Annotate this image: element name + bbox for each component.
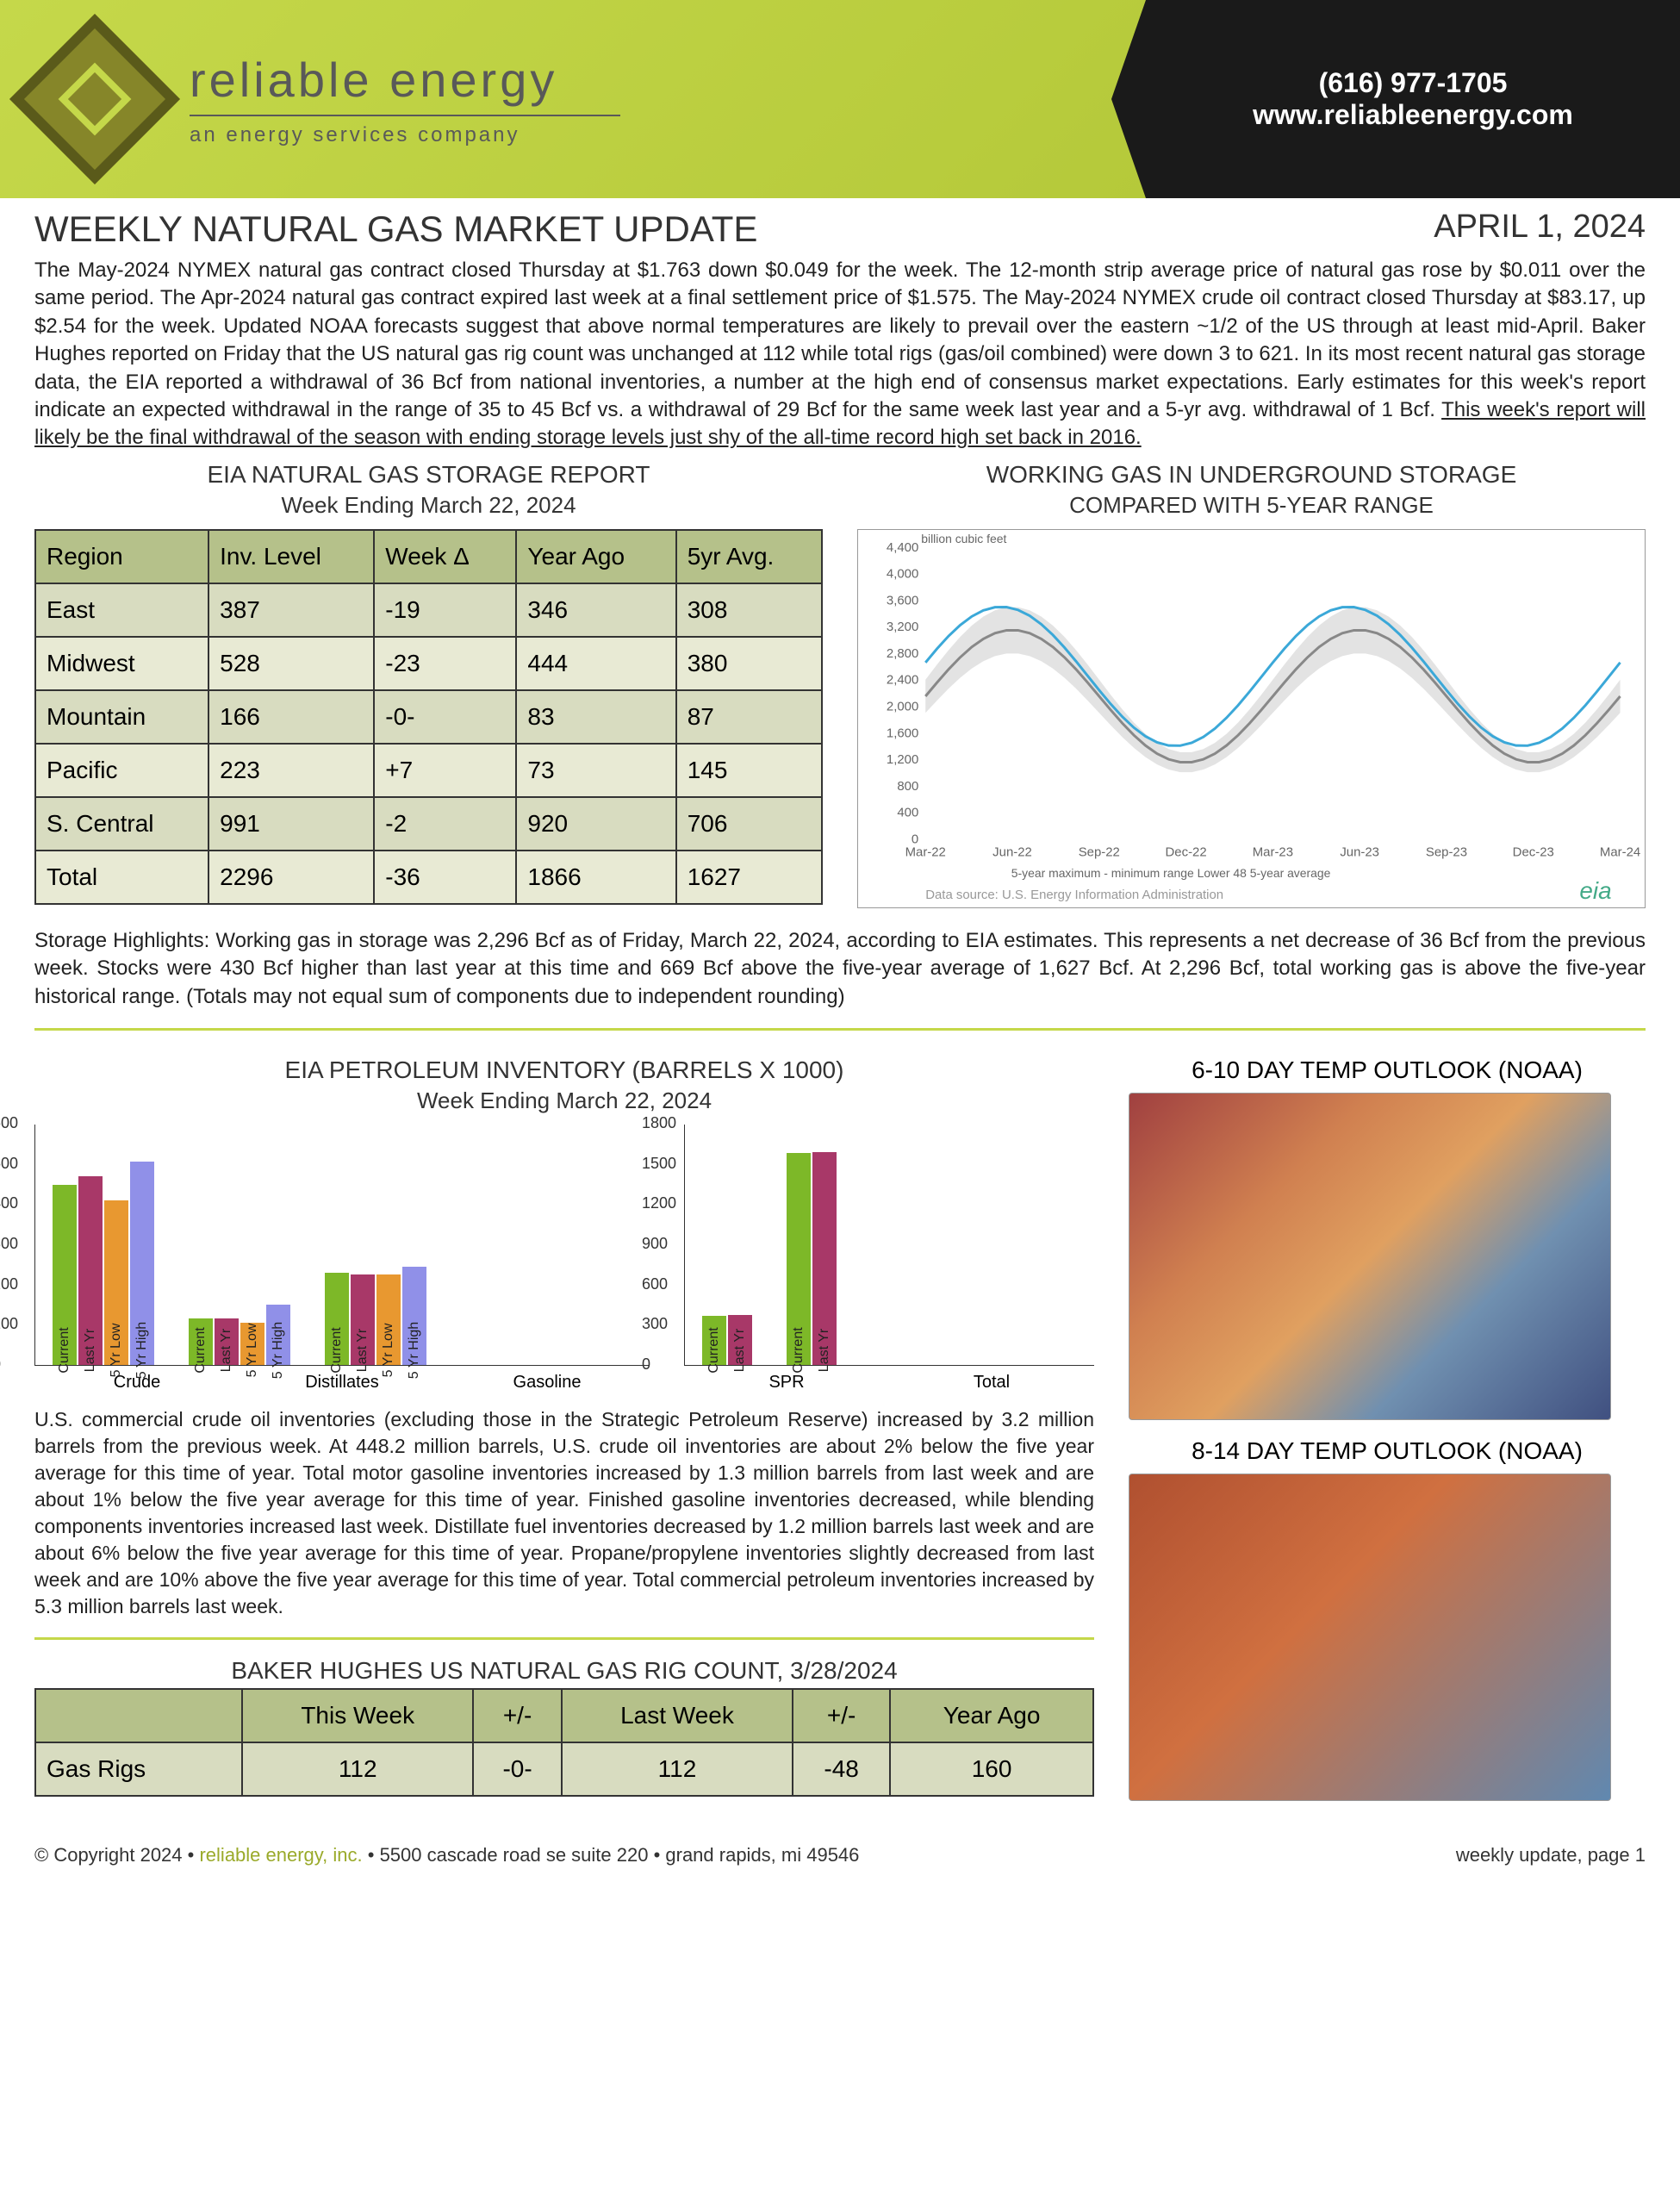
- phone: (616) 977-1705: [1319, 67, 1508, 99]
- storage-chart-title: WORKING GAS IN UNDERGROUND STORAGE: [857, 461, 1646, 489]
- temp-map-2: [1129, 1474, 1611, 1801]
- storage-chart-subtitle: COMPARED WITH 5-YEAR RANGE: [857, 492, 1646, 519]
- svg-text:5-year maximum - minimum range: 5-year maximum - minimum range Lower 48 …: [1011, 866, 1331, 880]
- svg-text:Mar-22: Mar-22: [905, 844, 946, 859]
- website: www.reliableenergy.com: [1253, 99, 1573, 131]
- svg-text:Jun-22: Jun-22: [992, 844, 1032, 859]
- petroleum-chart-right: 0300600900120015001800CurrentLast YrCurr…: [684, 1125, 1094, 1366]
- rig-table: This Week+/-Last Week+/-Year AgoGas Rigs…: [34, 1688, 1094, 1797]
- svg-text:2,400: 2,400: [887, 672, 918, 687]
- brand-tagline: an energy services company: [190, 123, 620, 147]
- storage-table-panel: EIA NATURAL GAS STORAGE REPORT Week Endi…: [34, 461, 823, 908]
- temp-title-1: 6-10 DAY TEMP OUTLOOK (NOAA): [1129, 1056, 1646, 1084]
- svg-text:eia: eia: [1579, 877, 1611, 904]
- svg-text:2,000: 2,000: [887, 699, 918, 714]
- summary-text: The May-2024 NYMEX natural gas contract …: [34, 259, 1646, 421]
- petroleum-text: U.S. commercial crude oil inventories (e…: [34, 1408, 1094, 1617]
- storage-highlights: Storage Highlights: Working gas in stora…: [34, 929, 1646, 1008]
- storage-subtitle: Week Ending March 22, 2024: [34, 492, 823, 519]
- storage-title: EIA NATURAL GAS STORAGE REPORT: [34, 461, 823, 489]
- petroleum-panel: EIA PETROLEUM INVENTORY (BARRELS X 1000)…: [34, 1056, 1094, 1818]
- svg-text:3,600: 3,600: [887, 593, 918, 608]
- svg-text:400: 400: [897, 805, 918, 819]
- svg-text:Data source: U.S. Energy Info: Data source: U.S. Energy Information Adm…: [925, 888, 1223, 902]
- rig-title: BAKER HUGHES US NATURAL GAS RIG COUNT, 3…: [34, 1657, 1094, 1685]
- storage-table: RegionInv. LevelWeek ΔYear Ago5yr Avg.Ea…: [34, 529, 823, 905]
- temp-title-2: 8-14 DAY TEMP OUTLOOK (NOAA): [1129, 1437, 1646, 1465]
- svg-text:billion cubic feet: billion cubic feet: [921, 532, 1006, 545]
- svg-text:Sep-22: Sep-22: [1079, 844, 1120, 859]
- temp-outlook-panel: 6-10 DAY TEMP OUTLOOK (NOAA) 8-14 DAY TE…: [1129, 1056, 1646, 1818]
- storage-chart: 04008001,2001,6002,0002,4002,8003,2003,6…: [857, 529, 1646, 908]
- svg-text:Mar-24: Mar-24: [1600, 844, 1640, 859]
- petroleum-title: EIA PETROLEUM INVENTORY (BARRELS X 1000): [34, 1056, 1094, 1084]
- footer: © Copyright 2024 • reliable energy, inc.…: [0, 1827, 1680, 1884]
- svg-text:Sep-23: Sep-23: [1426, 844, 1467, 859]
- svg-text:1,200: 1,200: [887, 752, 918, 767]
- header-left: reliable energy an energy services compa…: [0, 0, 1146, 198]
- petroleum-chart-left: 0100200300400500600CurrentLast Yr5 Yr Lo…: [34, 1125, 650, 1366]
- petroleum-subtitle: Week Ending March 22, 2024: [34, 1087, 1094, 1114]
- svg-text:4,400: 4,400: [887, 540, 918, 555]
- header: reliable energy an energy services compa…: [0, 0, 1680, 198]
- report-date: APRIL 1, 2024: [1434, 209, 1646, 250]
- header-contact: (616) 977-1705 www.reliableenergy.com: [1146, 0, 1680, 198]
- footer-page: weekly update, page 1: [1456, 1844, 1646, 1866]
- svg-text:Mar-23: Mar-23: [1253, 844, 1293, 859]
- footer-address: • 5500 cascade road se suite 220 • grand…: [368, 1844, 860, 1866]
- copyright: © Copyright 2024 •: [34, 1844, 194, 1866]
- svg-text:3,200: 3,200: [887, 620, 918, 634]
- svg-text:800: 800: [897, 779, 918, 794]
- storage-chart-panel: WORKING GAS IN UNDERGROUND STORAGE COMPA…: [857, 461, 1646, 908]
- svg-text:Jun-23: Jun-23: [1340, 844, 1379, 859]
- svg-text:Dec-22: Dec-22: [1166, 844, 1207, 859]
- logo-icon: [9, 14, 180, 184]
- footer-company: reliable energy, inc.: [199, 1844, 362, 1866]
- svg-text:2,800: 2,800: [887, 646, 918, 661]
- page-title: WEEKLY NATURAL GAS MARKET UPDATE: [34, 209, 757, 250]
- svg-text:Dec-23: Dec-23: [1513, 844, 1554, 859]
- svg-text:4,000: 4,000: [887, 566, 918, 581]
- temp-map-1: [1129, 1093, 1611, 1420]
- svg-text:1,600: 1,600: [887, 726, 918, 740]
- brand-name: reliable energy: [190, 52, 620, 108]
